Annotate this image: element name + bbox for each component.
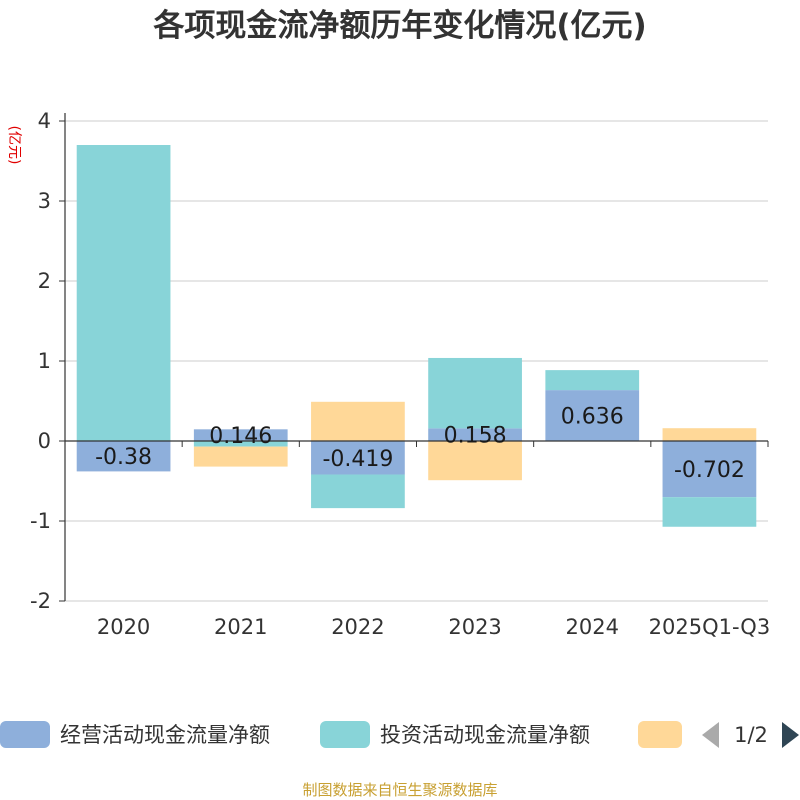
bar-segment-1-2[interactable] (311, 474, 405, 509)
data-label: 0.636 (561, 405, 624, 430)
x-tick-label: 2024 (566, 615, 619, 639)
y-tick-label: 1 (38, 349, 51, 373)
bar-segment-1-0[interactable] (76, 145, 171, 441)
y-tick-label: 4 (38, 109, 51, 133)
data-label: 0.158 (444, 424, 507, 449)
axes: -2 -1 0 1 2 3 4 2020 2021 2022 2023 2024 2025Q1-Q3 (30, 109, 770, 639)
x-tick-label: 2025Q1-Q3 (649, 615, 771, 639)
legend-swatch-0[interactable] (0, 721, 50, 748)
x-tick-label: 2021 (214, 615, 267, 639)
bar-segment-2-5[interactable] (662, 428, 757, 441)
x-tick-label: 2023 (448, 615, 501, 639)
legend-swatch-2[interactable] (638, 721, 682, 748)
legend-swatch-1[interactable] (320, 721, 370, 748)
legend-page-indicator: 1/2 (734, 723, 768, 747)
bar-segment-2-2[interactable] (311, 401, 405, 441)
legend-next-page-icon[interactable] (782, 722, 799, 748)
legend-label-0[interactable]: 经营活动现金流量净额 (60, 723, 270, 747)
legend: 经营活动现金流量净额 投资活动现金流量净额 1/2 (0, 721, 799, 748)
y-tick-label: 0 (38, 429, 51, 453)
x-tick-label: 2022 (331, 615, 384, 639)
chart-title: 各项现金流净额历年变化情况(亿元) (152, 8, 646, 44)
bar-segment-0-4[interactable] (545, 390, 640, 441)
bar-segment-1-4[interactable] (545, 370, 640, 391)
bar-segment-1-5[interactable] (662, 497, 757, 527)
bar-segment-1-1[interactable] (193, 441, 288, 447)
grid-lines (65, 120, 768, 602)
y-tick-label: -1 (30, 509, 51, 533)
bar-segment-0-0[interactable] (76, 441, 171, 472)
data-label: -0.702 (674, 458, 745, 483)
y-tick-label: 2 (38, 269, 51, 293)
data-label: 0.146 (209, 424, 272, 449)
y-axis-unit-label: (亿元) (6, 126, 22, 165)
source-note: 制图数据来自恒生聚源数据库 (302, 781, 497, 799)
bar-segment-0-1[interactable] (193, 429, 288, 441)
bar-segment-2-1[interactable] (193, 446, 288, 467)
legend-prev-page-icon[interactable] (702, 722, 719, 748)
bar-segment-2-3[interactable] (428, 441, 522, 481)
bar-segment-0-3[interactable] (428, 428, 522, 441)
y-tick-label: -2 (30, 589, 51, 613)
bar-segment-0-5[interactable] (662, 441, 757, 498)
data-label: -0.38 (95, 445, 152, 470)
data-label: -0.419 (322, 447, 393, 472)
bar-segment-1-3[interactable] (428, 357, 522, 429)
data-labels: -0.38 0.146 -0.419 0.158 0.636 -0.702 (95, 405, 745, 484)
x-tick-label: 2020 (97, 615, 150, 639)
bars (76, 145, 757, 527)
y-tick-label: 3 (38, 189, 51, 213)
legend-label-1[interactable]: 投资活动现金流量净额 (380, 723, 590, 747)
bar-segment-0-2[interactable] (311, 441, 405, 475)
